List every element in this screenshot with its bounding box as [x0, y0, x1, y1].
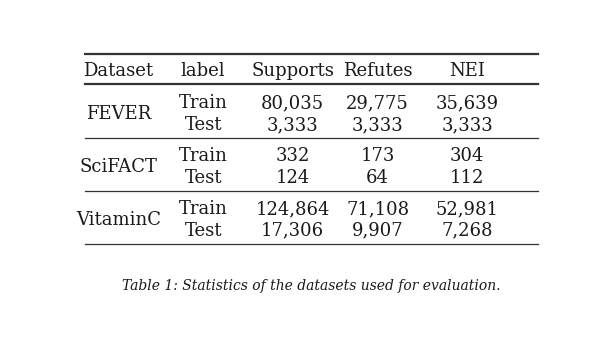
Text: Test: Test	[184, 116, 222, 134]
Text: Supports: Supports	[251, 62, 334, 80]
Text: 29,775: 29,775	[346, 94, 409, 112]
Text: Train: Train	[179, 147, 227, 165]
Text: 304: 304	[450, 147, 485, 165]
Text: Train: Train	[179, 94, 227, 112]
Text: 52,981: 52,981	[435, 200, 499, 218]
Text: label: label	[181, 62, 226, 80]
Text: Train: Train	[179, 200, 227, 218]
Text: Refutes: Refutes	[343, 62, 412, 80]
Text: 80,035: 80,035	[261, 94, 324, 112]
Text: 3,333: 3,333	[441, 116, 493, 134]
Text: 17,306: 17,306	[261, 222, 324, 240]
Text: 35,639: 35,639	[435, 94, 499, 112]
Text: 64: 64	[366, 169, 389, 187]
Text: 332: 332	[275, 147, 310, 165]
Text: SciFACT: SciFACT	[80, 158, 157, 176]
Text: 112: 112	[450, 169, 485, 187]
Text: 3,333: 3,333	[351, 116, 404, 134]
Text: 9,907: 9,907	[352, 222, 403, 240]
Text: VitaminC: VitaminC	[76, 211, 161, 229]
Text: 7,268: 7,268	[441, 222, 493, 240]
Text: Test: Test	[184, 169, 222, 187]
Text: Table 1: Statistics of the datasets used for evaluation.: Table 1: Statistics of the datasets used…	[122, 279, 501, 293]
Text: 173: 173	[361, 147, 395, 165]
Text: 3,333: 3,333	[267, 116, 319, 134]
Text: Dataset: Dataset	[83, 62, 153, 80]
Text: Test: Test	[184, 222, 222, 240]
Text: FEVER: FEVER	[86, 105, 151, 123]
Text: 124: 124	[275, 169, 310, 187]
Text: 124,864: 124,864	[255, 200, 330, 218]
Text: NEI: NEI	[449, 62, 485, 80]
Text: 71,108: 71,108	[346, 200, 409, 218]
